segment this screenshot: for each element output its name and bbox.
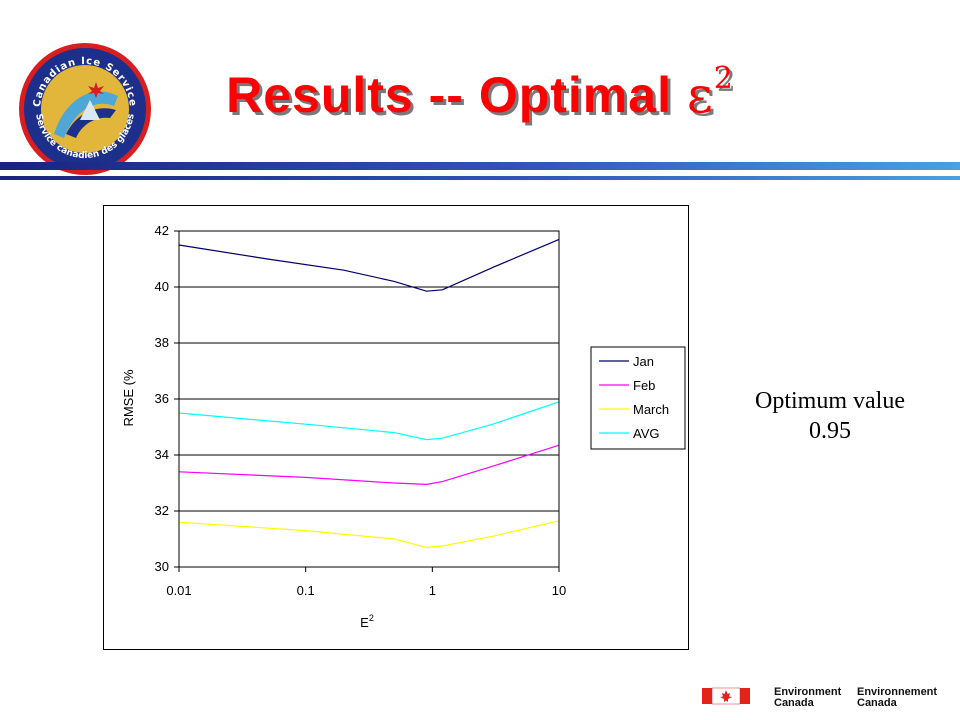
rmse-line-chart: 42 40 38 36 34 32 30 0.01 0.1 1 10 RMSE (% E2 Jan…	[103, 205, 689, 650]
x-tick-label: 0.1	[297, 583, 315, 598]
logo-iceberg-icon	[80, 100, 100, 120]
legend-box	[590, 346, 686, 450]
flag-maple-leaf-icon	[720, 690, 732, 702]
optimum-value: 0.95	[809, 418, 851, 444]
header-rule-thin	[0, 176, 960, 180]
flag-right-band	[740, 688, 750, 704]
title-exponent: 2	[713, 61, 734, 97]
series-line-avg	[178, 401, 560, 441]
series-line-jan	[178, 238, 560, 292]
x-tick-label: 10	[552, 583, 566, 598]
title-epsilon: ε	[686, 66, 714, 124]
header-rule-thick	[0, 162, 960, 170]
x-axis-label-exponent: 2	[369, 613, 374, 623]
logo-blue-swoosh	[66, 108, 116, 138]
plot-area-frame	[178, 230, 560, 568]
x-axis-label: E2	[360, 613, 374, 630]
slide-title: Results -- Optimal ε2	[0, 61, 960, 124]
header-rule	[0, 162, 960, 180]
chart-legend: Jan Feb March AVG	[590, 346, 686, 450]
footer-right-line1: Environnement	[857, 686, 937, 698]
optimum-value-note: Optimum value 0.95	[720, 386, 940, 446]
x-tick-label: 0.01	[166, 583, 191, 598]
legend-label-feb: Feb	[633, 378, 655, 393]
y-tick-label: 34	[155, 447, 169, 462]
environment-canada-signature: Environment Canada Environnement Canada	[702, 686, 937, 708]
legend-label-march: March	[633, 402, 669, 417]
series-line-march	[178, 520, 560, 549]
title-main: Results -- Optimal	[226, 67, 687, 123]
logo-ice-swoosh	[54, 91, 118, 138]
footer-left-line2: Canada	[774, 697, 815, 708]
series-line-feb	[178, 444, 560, 486]
y-tick-label: 40	[155, 279, 169, 294]
flag-left-band	[702, 688, 712, 704]
y-tick-label: 30	[155, 559, 169, 574]
legend-label-avg: AVG	[633, 426, 660, 441]
x-tick-label: 1	[429, 583, 436, 598]
y-tick-label: 32	[155, 503, 169, 518]
y-tick-label: 42	[155, 223, 169, 238]
footer-right-line2: Canada	[857, 697, 898, 708]
x-axis-label-base: E	[360, 615, 369, 630]
optimum-label: Optimum value	[755, 388, 905, 414]
legend-label-jan: Jan	[633, 354, 654, 369]
y-tick-label: 36	[155, 391, 169, 406]
y-axis-label: RMSE (%	[121, 369, 136, 427]
maple-leaf-icon	[88, 82, 104, 98]
y-tick-label: 38	[155, 335, 169, 350]
canadian-ice-service-logo: Canadian Ice Service Service canadien de…	[19, 43, 151, 175]
footer-left-line1: Environment	[774, 686, 842, 698]
